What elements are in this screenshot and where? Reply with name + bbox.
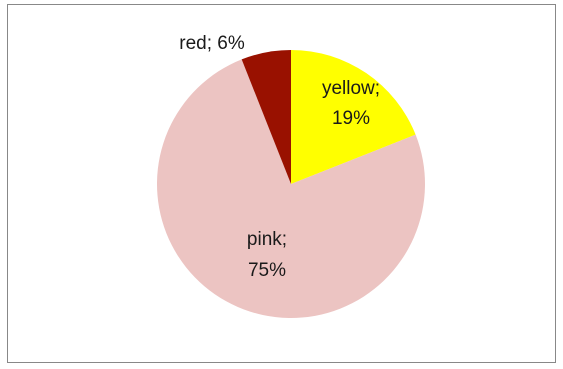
slice-label-pink-line1: pink; bbox=[247, 229, 287, 250]
slice-label-pink-line2: 75% bbox=[248, 260, 286, 281]
pie-slice-red bbox=[241, 50, 291, 184]
pie-slice-pink bbox=[157, 59, 425, 319]
pie-slice-yellow bbox=[291, 50, 416, 184]
slice-label-yellow-line1: yellow; bbox=[322, 78, 380, 99]
slice-label-red: red; 6% bbox=[179, 33, 245, 54]
pie-labels: yellow; 19% pink; 75% red; 6% bbox=[179, 33, 380, 281]
slice-label-yellow-line2: 19% bbox=[332, 108, 370, 129]
pie-slices bbox=[157, 50, 425, 319]
